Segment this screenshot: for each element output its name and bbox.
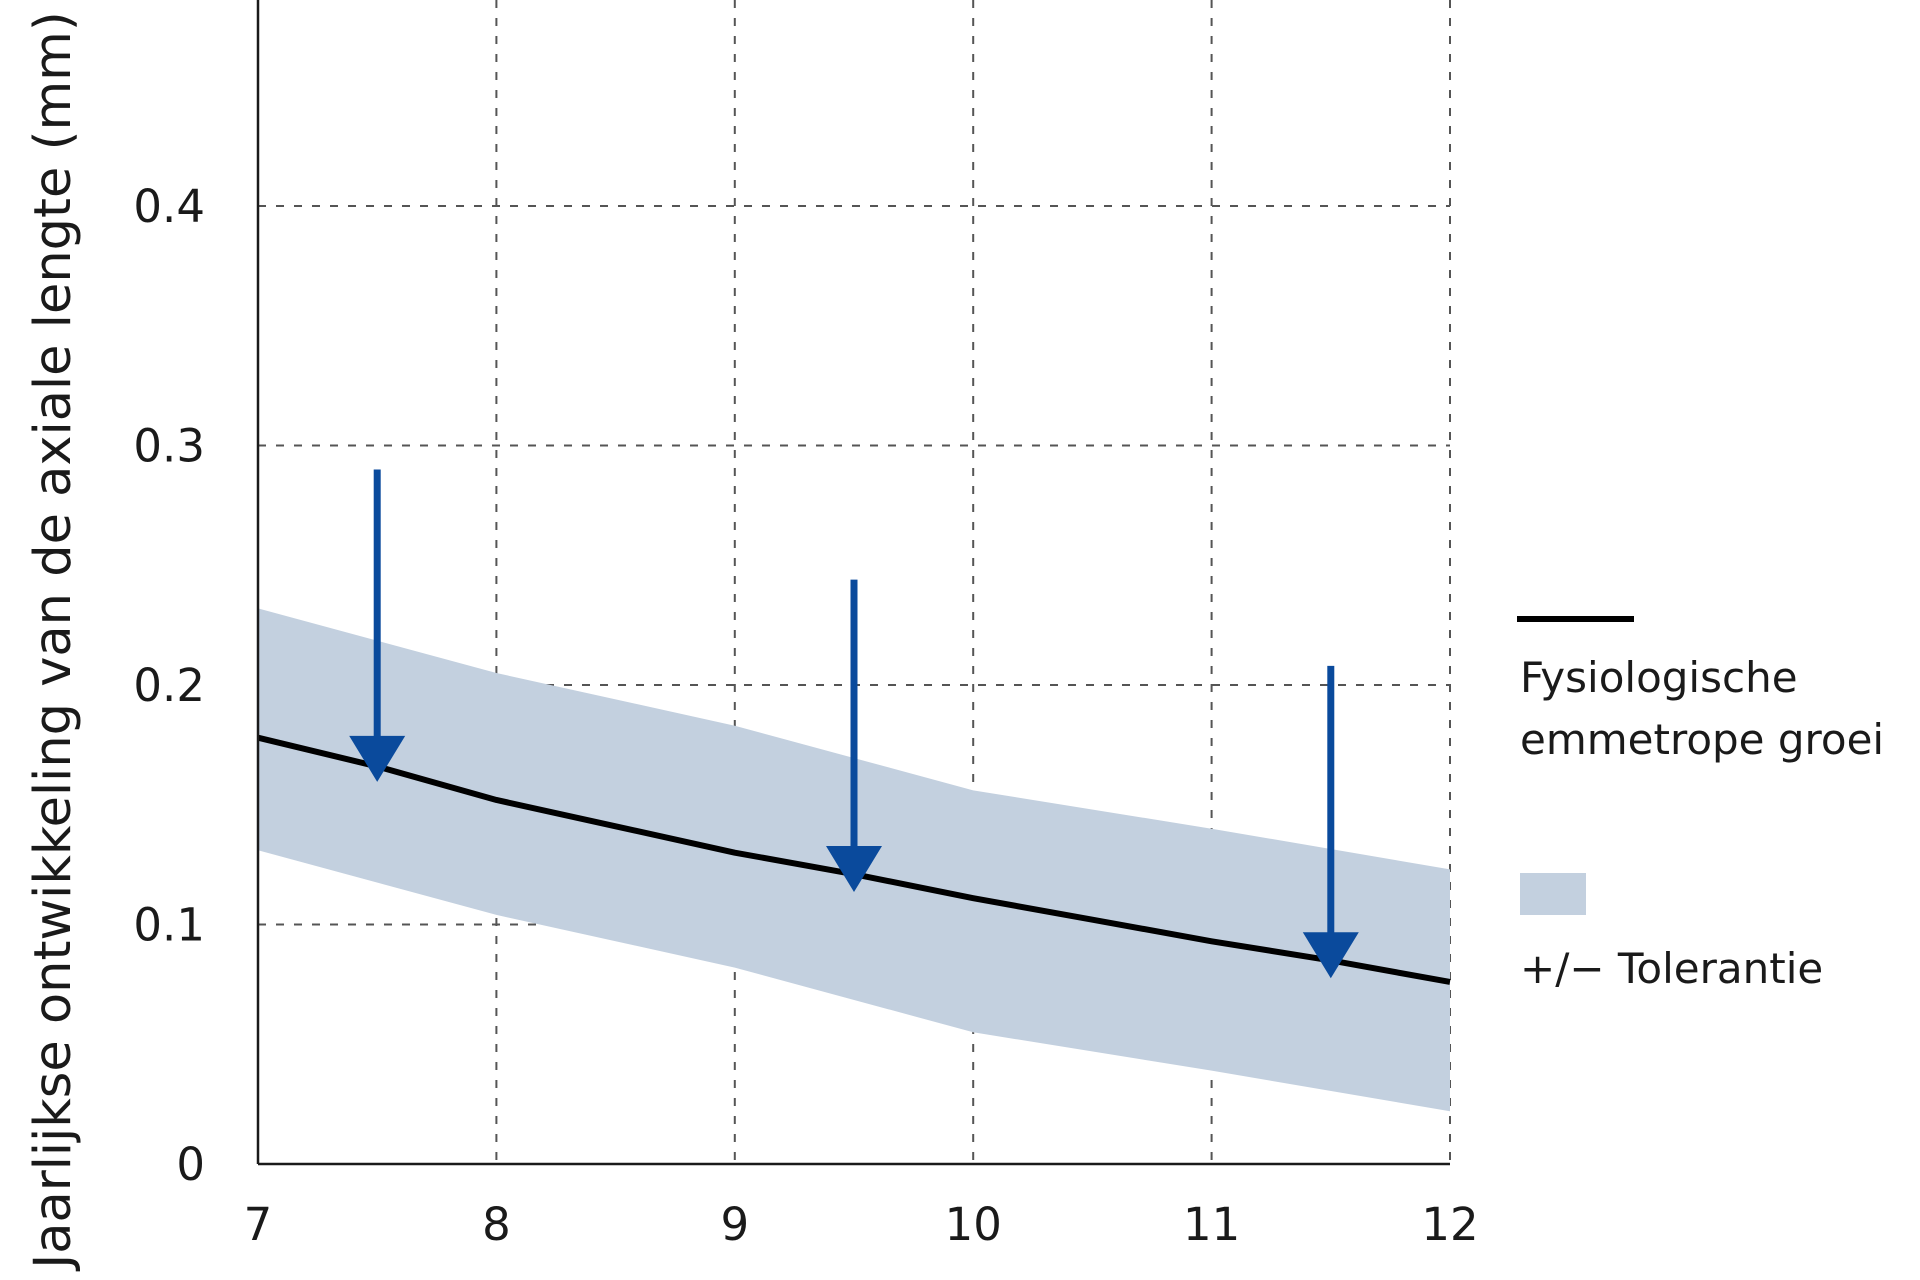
legend-band-label: +/− Tolerantie (1520, 944, 1823, 993)
legend-line-label-1: Fysiologische (1520, 653, 1798, 702)
y-axis-title: Jaarlijkse ontwikkeling van de axiale le… (24, 11, 83, 1272)
x-tick-label-9: 9 (720, 1198, 749, 1251)
y-tick-label-0.1: 0.1 (133, 899, 205, 952)
legend-line-label-2: emmetrope groei (1520, 715, 1884, 764)
y-tick-labels: 0 0.1 0.2 0.3 0.4 (133, 180, 205, 1191)
y-tick-label-0.3: 0.3 (133, 420, 205, 473)
y-tick-label-0: 0 (176, 1138, 205, 1191)
legend-band-swatch (1520, 873, 1586, 915)
x-tick-label-8: 8 (482, 1198, 511, 1251)
y-tick-label-0.4: 0.4 (133, 180, 205, 233)
legend: Fysiologische emmetrope groei +/− Tolera… (1517, 616, 1884, 993)
arrow-head-0 (349, 735, 406, 782)
arrow-head-1 (826, 846, 882, 893)
axes (256, 0, 1450, 1166)
x-tick-label-10: 10 (945, 1198, 1002, 1251)
x-tick-label-11: 11 (1183, 1198, 1240, 1251)
arrow-head-2 (1302, 932, 1359, 979)
y-tick-label-0.2: 0.2 (133, 659, 205, 712)
x-tick-label-7: 7 (244, 1198, 273, 1251)
arrow-layer (349, 469, 1359, 979)
x-tick-labels: 7 8 9 10 11 12 (244, 1198, 1479, 1251)
x-tick-label-12: 12 (1421, 1198, 1478, 1251)
